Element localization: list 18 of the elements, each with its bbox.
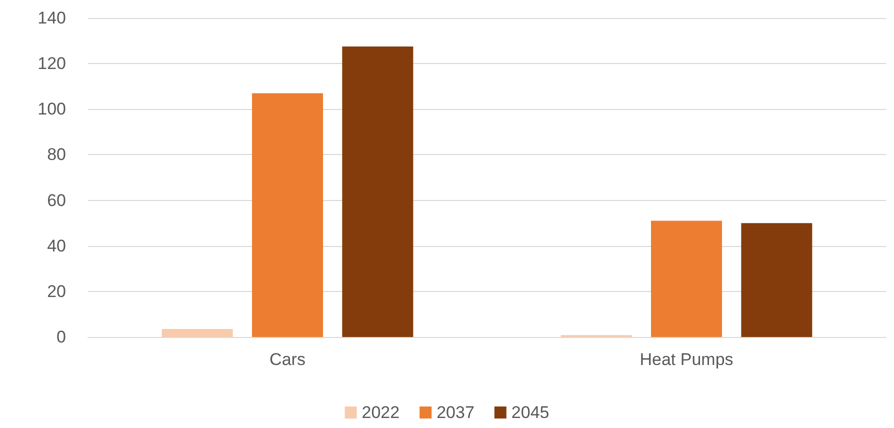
bar bbox=[252, 93, 324, 337]
legend-label: 2037 bbox=[436, 403, 474, 422]
y-tick-label: 80 bbox=[47, 145, 66, 164]
legend-label: 2045 bbox=[511, 403, 550, 422]
y-tick-label: 140 bbox=[38, 8, 66, 28]
legend-label: 2022 bbox=[362, 403, 400, 422]
y-tick-label: 0 bbox=[56, 328, 66, 346]
y-tick-label: 60 bbox=[47, 190, 66, 210]
bar bbox=[342, 46, 414, 337]
x-tick-label: Heat Pumps bbox=[640, 350, 734, 369]
y-tick-label: 120 bbox=[38, 54, 66, 74]
bar bbox=[741, 223, 812, 337]
x-tick-label: Cars bbox=[270, 350, 306, 369]
bar bbox=[650, 220, 722, 337]
bar bbox=[162, 329, 233, 337]
y-tick-label: 100 bbox=[38, 100, 66, 119]
y-tick-label: 40 bbox=[47, 236, 66, 256]
y-tick-label: 20 bbox=[47, 282, 66, 301]
